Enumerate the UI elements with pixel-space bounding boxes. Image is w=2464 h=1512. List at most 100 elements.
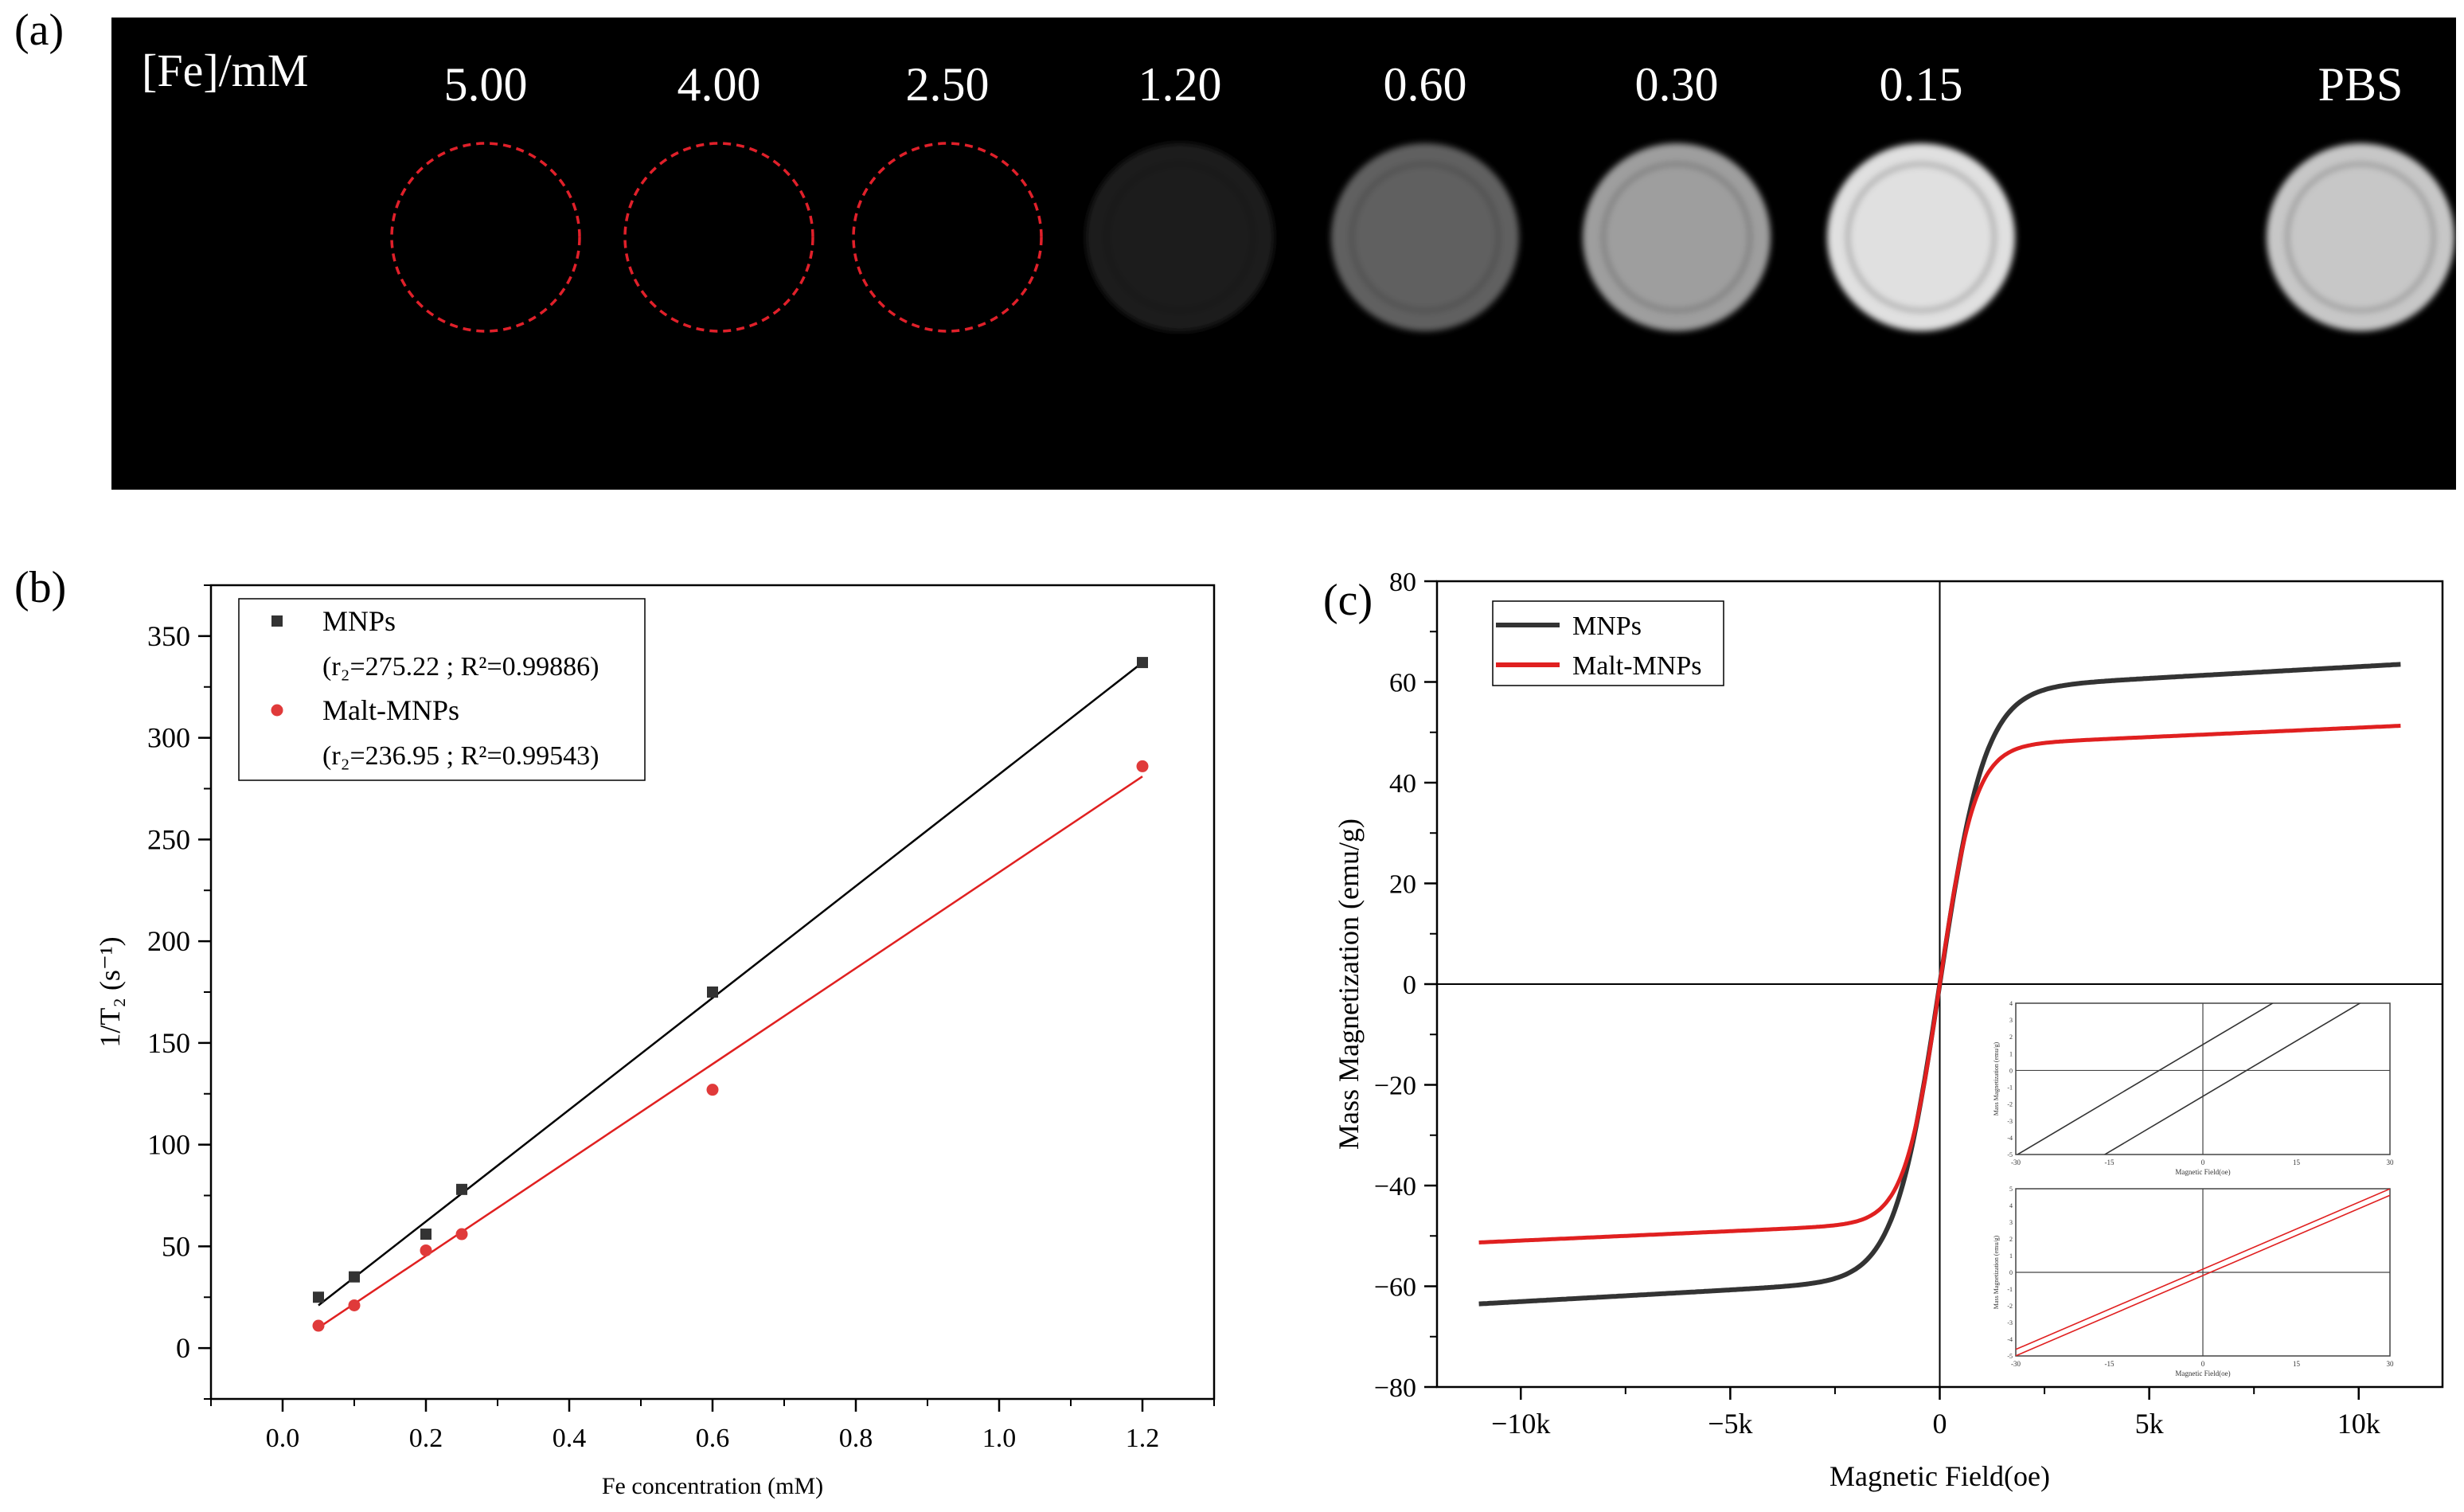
inset-x-tick-label: 30 — [2387, 1360, 2395, 1368]
legend-fit-label: (r₂=275.22 ; R²=0.99886) — [322, 652, 599, 682]
inset-x-axis-label: Magnetic Field(oe) — [2175, 1369, 2230, 1377]
inset-y-tick-label: 4 — [2009, 1000, 2013, 1007]
legend-box — [1492, 600, 1724, 686]
x-tick-label: −10k — [1491, 1408, 1550, 1440]
y-tick-label: 60 — [1389, 669, 1416, 698]
legend-box — [238, 598, 646, 781]
inset-x-tick-label: 0 — [2201, 1158, 2205, 1166]
inset-y-axis-label: Mass Magnetization (emu/g) — [1993, 1041, 2000, 1115]
data-point-mnps — [420, 1229, 431, 1240]
sample-dashed-outline — [623, 142, 814, 333]
legend-series-name: MNPs — [1572, 611, 1642, 641]
legend-series-name: MNPs — [322, 605, 396, 637]
y-tick-label: −40 — [1374, 1172, 1416, 1201]
y-tick-label: −60 — [1374, 1273, 1416, 1303]
sample-tube-signal — [1331, 143, 1519, 331]
inset-y-tick-label: 4 — [2009, 1202, 2013, 1209]
inset-x-tick-label: 15 — [2293, 1360, 2301, 1368]
panel-label-b: (b) — [14, 563, 67, 612]
inset-branch-line — [2016, 1189, 2390, 1350]
hysteresis-curve-malt-mnps — [1478, 724, 2401, 1244]
sample-tube-ring — [1600, 161, 1753, 314]
panel-label-c: (c) — [1323, 576, 1373, 625]
x-tick-label: 5k — [2135, 1408, 2164, 1440]
inset-x-tick-label: 0 — [2201, 1360, 2205, 1368]
data-point-malt-mnps — [312, 1319, 325, 1332]
x-tick-label: 1.0 — [982, 1424, 1017, 1453]
x-tick-label: 0.4 — [553, 1424, 587, 1453]
sample-concentration-label: 0.60 — [1384, 58, 1467, 111]
data-point-malt-mnps — [420, 1244, 432, 1256]
inset-x-axis-label: Magnetic Field(oe) — [2175, 1168, 2230, 1176]
inset-x-tick-label: 15 — [2293, 1158, 2301, 1166]
sample-tube-ring — [1845, 161, 1997, 314]
sample-concentration-label: PBS — [2318, 58, 2403, 111]
legend-marker-mnps — [271, 615, 283, 627]
sample-concentration-label: 0.30 — [1635, 58, 1719, 111]
inset-y-tick-label: 2 — [2009, 1236, 2013, 1243]
data-point-malt-mnps — [455, 1228, 468, 1240]
y-axis-label: 1/T₂ (s⁻¹) — [94, 936, 126, 1047]
y-tick-label: 350 — [147, 620, 190, 652]
inset-y-tick-label: -1 — [2007, 1084, 2013, 1092]
y-tick-label: −80 — [1374, 1373, 1416, 1403]
x-tick-label: 0.6 — [696, 1424, 730, 1453]
x-tick-label: 1.2 — [1126, 1424, 1160, 1453]
inset-y-tick-label: -5 — [2007, 1151, 2013, 1158]
inset-x-tick-label: -30 — [2011, 1360, 2021, 1368]
inset-branch-line — [2016, 1194, 2390, 1356]
fit-line-malt-mnps — [318, 776, 1143, 1329]
inset-y-axis-label: Mass Magnetization (emu/g) — [1993, 1235, 2000, 1309]
inset-x-tick-label: -15 — [2105, 1360, 2115, 1368]
inset-y-tick-label: -4 — [2007, 1135, 2013, 1142]
legend-fit-label: (r₂=236.95 ; R²=0.99543) — [322, 741, 599, 771]
inset-y-tick-label: 2 — [2009, 1033, 2013, 1041]
sample-concentration-label: 4.00 — [678, 58, 761, 111]
inset-y-tick-label: 5 — [2009, 1186, 2013, 1193]
relaxivity-plot: 0.0 0.2 0.4 0.6 0.8 1.0 1.2 0 50 100 150 200 250 300 3… — [94, 584, 1216, 1499]
sample-tube-signal — [1583, 143, 1771, 331]
x-tick-label: 0.8 — [839, 1424, 873, 1453]
x-tick-label: −5k — [1708, 1408, 1752, 1440]
data-point-malt-mnps — [348, 1299, 361, 1311]
sample-dashed-outline — [852, 142, 1043, 333]
y-tick-label: 300 — [147, 722, 190, 754]
sample-dashed-outline — [390, 142, 581, 333]
y-tick-label: 40 — [1389, 769, 1416, 799]
y-tick-label: 200 — [147, 925, 190, 957]
data-point-mnps — [707, 987, 718, 998]
inset-y-tick-label: -3 — [2007, 1319, 2013, 1326]
x-tick-label: 10k — [2337, 1408, 2380, 1440]
inset-plot-1: -30 -15 0 15 30 4 3 2 1 0 -1 -2 -3 -4 -5 Magnetic Field… — [1993, 1000, 2395, 1176]
y-tick-label: −20 — [1374, 1072, 1416, 1101]
inset-y-tick-label: 1 — [2009, 1050, 2013, 1057]
x-axis-label: Fe concentration (mM) — [602, 1473, 823, 1499]
inset-y-tick-label: 0 — [2009, 1067, 2013, 1074]
x-tick-label: 0 — [1933, 1408, 1947, 1440]
x-tick-label: 0.2 — [409, 1424, 443, 1453]
data-point-mnps — [349, 1271, 360, 1283]
mri-row-label: [Fe]/mM — [142, 45, 308, 96]
inset-y-tick-label: 1 — [2009, 1252, 2013, 1260]
inset-y-tick-label: -3 — [2007, 1118, 2013, 1125]
inset-y-tick-label: -1 — [2007, 1286, 2013, 1293]
sample-tube-ring — [1349, 161, 1501, 314]
inset-plot-2: -30 -15 0 15 30 5 4 3 2 1 0 -1 -2 -3 -4 -5 Magnetic Fiel… — [1993, 1186, 2394, 1377]
magnetization-plot: −10k −5k 0 5k 10k806040200−20−40−60−80Magnet… — [1333, 568, 2444, 1492]
legend-marker-malt-mnps — [271, 704, 283, 717]
data-point-malt-mnps — [706, 1084, 719, 1096]
y-tick-label: 250 — [147, 823, 190, 855]
sample-tube-signal — [2267, 143, 2454, 331]
legend-series-name: Malt-MNPs — [322, 694, 459, 726]
sample-tube-signal — [1086, 143, 1274, 331]
sample-concentration-label: 2.50 — [906, 58, 990, 111]
inset-x-tick-label: 30 — [2387, 1158, 2395, 1166]
y-tick-label: 150 — [147, 1027, 190, 1059]
inset-branch-line — [2016, 1003, 2275, 1155]
sample-concentration-label: 0.15 — [1880, 58, 1963, 111]
data-point-mnps — [313, 1291, 324, 1303]
x-tick-label: 0.0 — [266, 1424, 300, 1453]
panel-label-a: (a) — [14, 6, 64, 55]
inset-y-tick-label: -5 — [2007, 1353, 2013, 1360]
data-point-mnps — [1137, 657, 1148, 669]
